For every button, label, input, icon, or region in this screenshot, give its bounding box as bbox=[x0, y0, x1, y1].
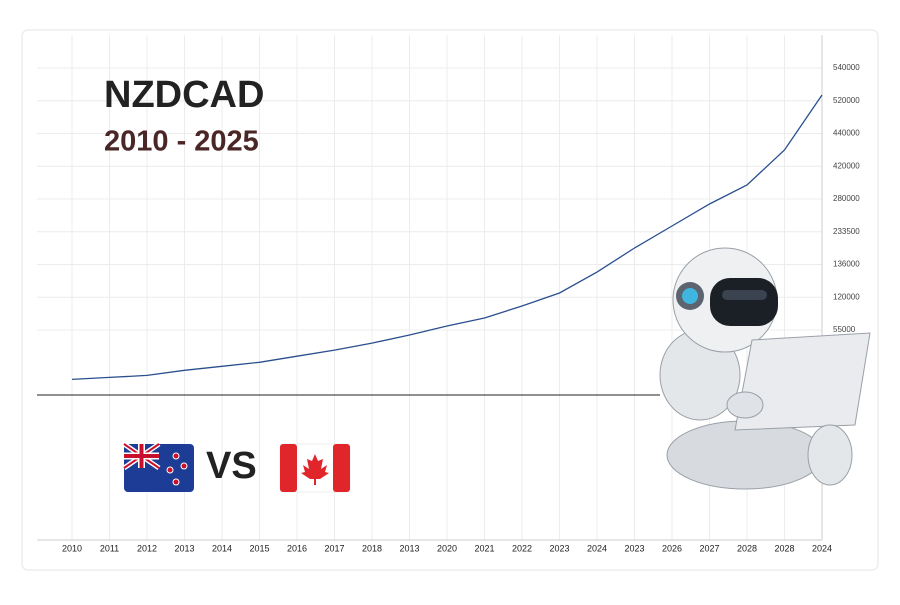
x-tick-label: 2014 bbox=[212, 543, 232, 553]
x-tick-label: 2011 bbox=[100, 543, 119, 553]
x-tick-label: 2013 bbox=[174, 543, 194, 553]
y-tick-label: 55000 bbox=[833, 325, 856, 334]
x-tick-label: 2013 bbox=[399, 543, 419, 553]
x-tick-label: 2020 bbox=[437, 543, 457, 553]
x-tick-label: 2023 bbox=[549, 543, 569, 553]
x-tick-label: 2016 bbox=[287, 543, 307, 553]
y-tick-label: 280000 bbox=[833, 194, 860, 203]
y-tick-label: 540000 bbox=[833, 63, 860, 72]
x-tick-label: 2028 bbox=[737, 543, 757, 553]
x-tick-label: 2024 bbox=[812, 543, 832, 553]
x-tick-label: 2028 bbox=[774, 543, 794, 553]
x-tick-label: 2023 bbox=[624, 543, 644, 553]
vs-label: VS bbox=[206, 445, 257, 487]
x-tick-label: 2026 bbox=[662, 543, 682, 553]
y-tick-label: 440000 bbox=[833, 129, 860, 138]
y-tick-label: 136000 bbox=[833, 260, 860, 269]
x-tick-label: 2027 bbox=[699, 543, 719, 553]
x-tick-label: 2021 bbox=[474, 543, 494, 553]
x-tick-label: 2015 bbox=[249, 543, 269, 553]
x-tick-label: 2022 bbox=[512, 543, 532, 553]
chart-title: NZDCAD bbox=[104, 74, 264, 116]
frame bbox=[21, 29, 879, 571]
nz-flag bbox=[122, 441, 194, 492]
chart-subtitle: 2010 - 2025 bbox=[104, 126, 259, 158]
x-tick-label: 2024 bbox=[587, 543, 607, 553]
y-tick-label: 120000 bbox=[833, 292, 860, 301]
price-line bbox=[71, 94, 823, 381]
x-tick-label: 2018 bbox=[362, 543, 382, 553]
x-tick-label: 2017 bbox=[324, 543, 344, 553]
plot bbox=[71, 94, 823, 381]
robot bbox=[659, 247, 871, 490]
canada-flag bbox=[279, 443, 351, 493]
y-tick-label: 233500 bbox=[833, 227, 860, 236]
x-tick-label: 2010 bbox=[62, 543, 82, 553]
y-tick-label: 420000 bbox=[833, 161, 860, 170]
x-tick-label: 2012 bbox=[137, 543, 157, 553]
y-tick-label: 520000 bbox=[833, 96, 860, 105]
